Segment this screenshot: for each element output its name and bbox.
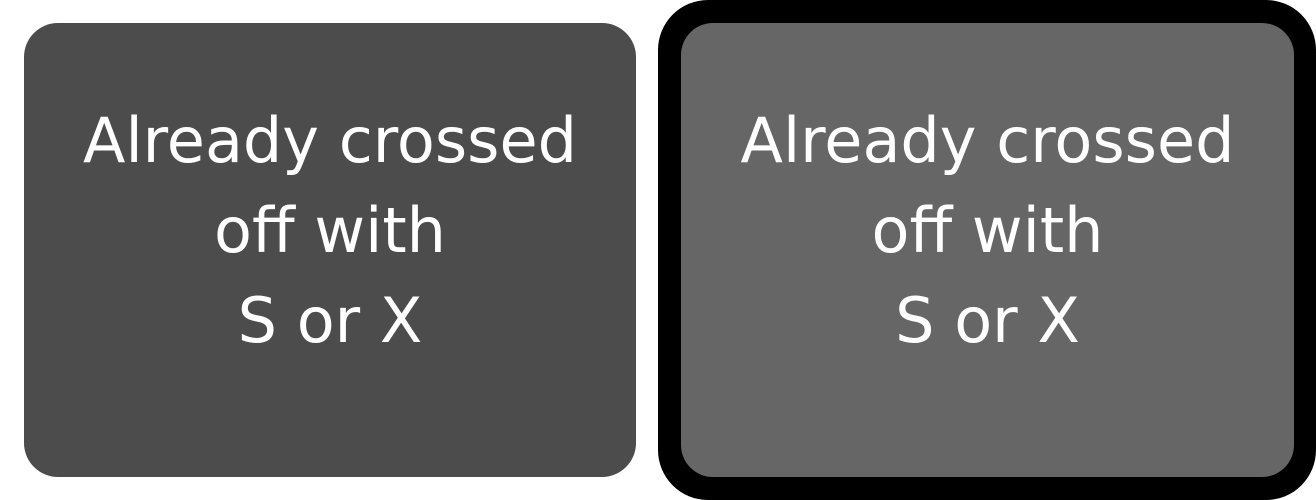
tile-label-line-3: S or X [895, 284, 1080, 357]
tile-label-line-2: off with [871, 194, 1104, 267]
tile-label: Already crossed off with S or X [741, 96, 1235, 366]
tile-label-line-3: S or X [237, 284, 423, 357]
already-crossed-off-tile-selected[interactable]: Already crossed off with S or X [681, 23, 1294, 477]
already-crossed-off-tile[interactable]: Already crossed off with S or X [24, 23, 636, 477]
tile-label: Already crossed off with S or X [83, 96, 577, 366]
tile-label-line-2: off with [214, 194, 446, 267]
tile-label-line-1: Already crossed [83, 104, 577, 177]
tile-label-line-1: Already crossed [740, 104, 1235, 177]
